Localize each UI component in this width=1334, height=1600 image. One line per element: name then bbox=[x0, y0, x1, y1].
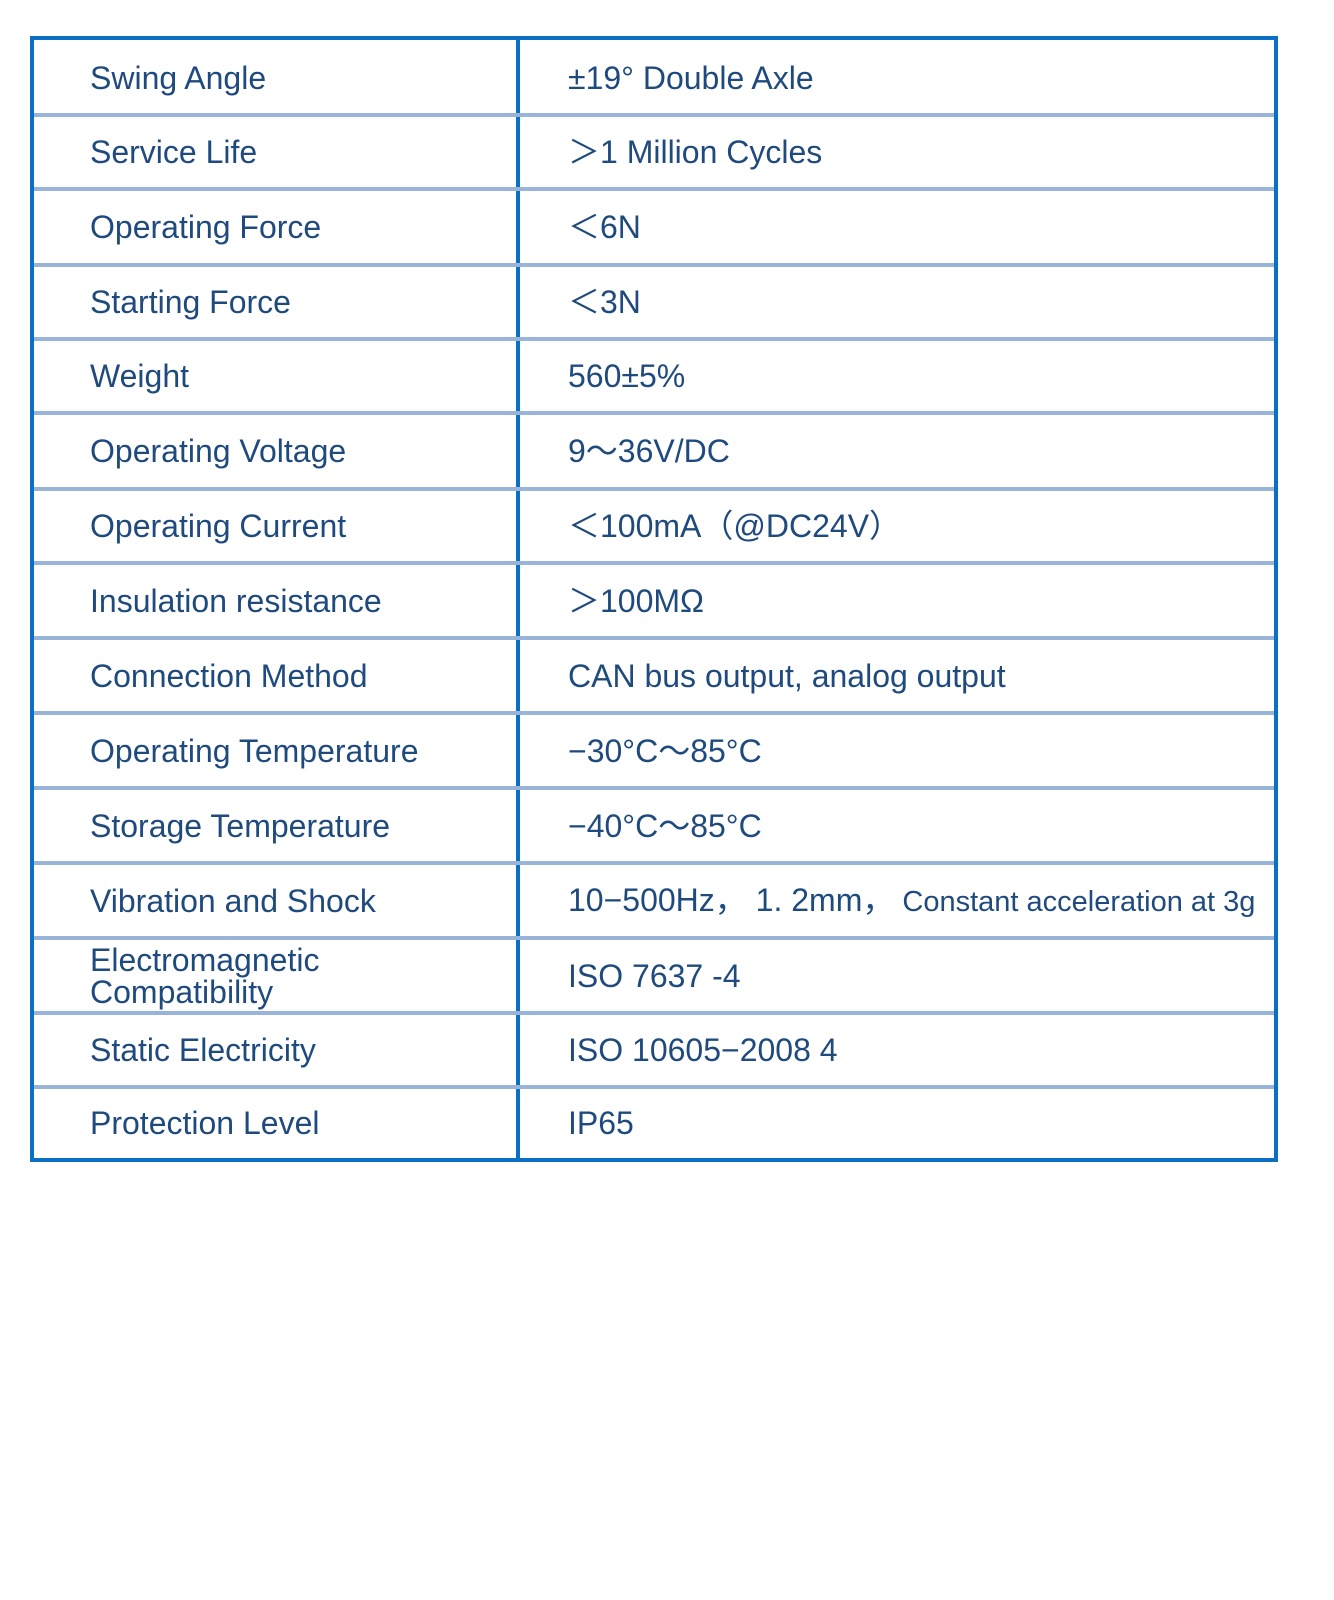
spec-value: IP65 bbox=[568, 1107, 634, 1139]
spec-value-text: ISO 10605−2008 4 bbox=[568, 1032, 838, 1068]
spec-label: Operating Voltage bbox=[90, 433, 347, 469]
spec-value-text: CAN bus output, analog output bbox=[568, 657, 1006, 694]
spec-value-note: Constant acceleration at 3g bbox=[902, 885, 1256, 918]
table-row: Operating Force ＜6N bbox=[34, 189, 1274, 265]
spec-label: Vibration and Shock bbox=[90, 882, 376, 919]
row-separator bbox=[34, 861, 1274, 865]
column-divider bbox=[516, 40, 520, 1158]
table-row: Operating Current ＜100mA（@DC24V） bbox=[34, 489, 1274, 563]
table-row: Weight 560±5% bbox=[34, 339, 1274, 413]
spec-value-text: ±19° Double Axle bbox=[568, 59, 814, 96]
row-separator bbox=[34, 561, 1274, 565]
table-row: Vibration and Shock 10−500Hz， 1. 2mm， Cons… bbox=[34, 863, 1274, 938]
row-separator bbox=[34, 786, 1274, 790]
table-row: Swing Angle ±19° Double Axle bbox=[34, 40, 1274, 115]
spec-value-text: ＞100MΩ bbox=[568, 582, 704, 619]
spec-value-text: ＜6N bbox=[568, 209, 641, 245]
spec-value: ＞1 Million Cycles bbox=[568, 136, 822, 168]
spec-value-text: IP65 bbox=[568, 1104, 634, 1141]
row-separator bbox=[34, 113, 1274, 117]
spec-value: ＞100MΩ bbox=[568, 585, 704, 617]
row-separator bbox=[34, 711, 1274, 715]
spec-value-text: ＜100mA（@DC24V） bbox=[568, 508, 902, 544]
spec-label: Protection Level bbox=[90, 1104, 320, 1141]
table-row: Protection Level IP65 bbox=[34, 1087, 1274, 1158]
spec-label: Operating Current bbox=[90, 508, 347, 544]
spec-value: ＜6N bbox=[568, 211, 641, 243]
table-row: Operating Temperature −30°C～85°C bbox=[34, 713, 1274, 788]
row-separator bbox=[34, 936, 1274, 940]
spec-label: Swing Angle bbox=[90, 59, 267, 96]
row-separator bbox=[34, 1011, 1274, 1015]
spec-label: Starting Force bbox=[90, 284, 291, 320]
spec-label: Static Electricity bbox=[90, 1032, 316, 1068]
spec-label: Service Life bbox=[90, 134, 258, 170]
spec-value: −40°C～85°C bbox=[568, 810, 762, 842]
spec-value: CAN bus output, analog output bbox=[568, 660, 1006, 692]
spec-value: ISO 7637 -4 bbox=[568, 960, 741, 992]
spec-value: 9～36V/DC bbox=[568, 435, 730, 467]
row-separator bbox=[34, 411, 1274, 415]
table-row: Starting Force ＜3N bbox=[34, 265, 1274, 339]
spec-value-text: ＜3N bbox=[568, 284, 641, 320]
spec-label: Storage Temperature bbox=[90, 807, 391, 844]
spec-value-text: 9～36V/DC bbox=[568, 433, 730, 469]
spec-value: ±19° Double Axle bbox=[568, 62, 814, 94]
specifications-table: Swing Angle ±19° Double Axle Service Life ＞… bbox=[30, 36, 1278, 1162]
table-row: Operating Voltage 9～36V/DC bbox=[34, 413, 1274, 489]
spec-value: −30°C～85°C bbox=[568, 735, 762, 767]
row-separator bbox=[34, 263, 1274, 267]
spec-label: Insulation resistance bbox=[90, 582, 382, 619]
spec-value-text: 560±5% bbox=[568, 358, 686, 394]
table-row: Insulation resistance ＞100MΩ bbox=[34, 563, 1274, 638]
row-separator bbox=[34, 1085, 1274, 1089]
table-row: Service Life ＞1 Million Cycles bbox=[34, 115, 1274, 189]
spec-value: ＜100mA（@DC24V） bbox=[568, 510, 901, 542]
spec-label: Weight bbox=[90, 358, 190, 394]
table-row: Connection Method CAN bus output, analog … bbox=[34, 638, 1274, 713]
spec-label: Electromagnetic Compatibility bbox=[90, 941, 320, 1010]
spec-value-text: ＞1 Million Cycles bbox=[568, 134, 823, 170]
spec-label: Connection Method bbox=[90, 657, 368, 694]
spec-value-text: −40°C～85°C bbox=[568, 807, 762, 844]
spec-value-text: −30°C～85°C bbox=[568, 732, 762, 769]
spec-value-text: 10−500Hz， 1. 2mm， bbox=[568, 881, 895, 918]
spec-value: 560±5% bbox=[568, 360, 685, 392]
row-separator bbox=[34, 187, 1274, 191]
table-row: Static Electricity ISO 10605−2008 4 bbox=[34, 1013, 1274, 1087]
row-separator bbox=[34, 487, 1274, 491]
row-separator bbox=[34, 636, 1274, 640]
table-row: Storage Temperature −40°C～85°C bbox=[34, 788, 1274, 863]
row-separator bbox=[34, 337, 1274, 341]
spec-value-text: ISO 7637 -4 bbox=[568, 957, 741, 994]
spec-value: ＜3N bbox=[568, 286, 641, 318]
spec-label: Operating Force bbox=[90, 209, 322, 245]
spec-value: ISO 10605−2008 4 bbox=[568, 1034, 838, 1066]
table-row: Electromagnetic Compatibility ISO 7637 -4 bbox=[34, 938, 1274, 1013]
spec-value: 10−500Hz， 1. 2mm， Constant acceleration a… bbox=[568, 884, 1255, 918]
spec-label: Operating Temperature bbox=[90, 732, 419, 769]
